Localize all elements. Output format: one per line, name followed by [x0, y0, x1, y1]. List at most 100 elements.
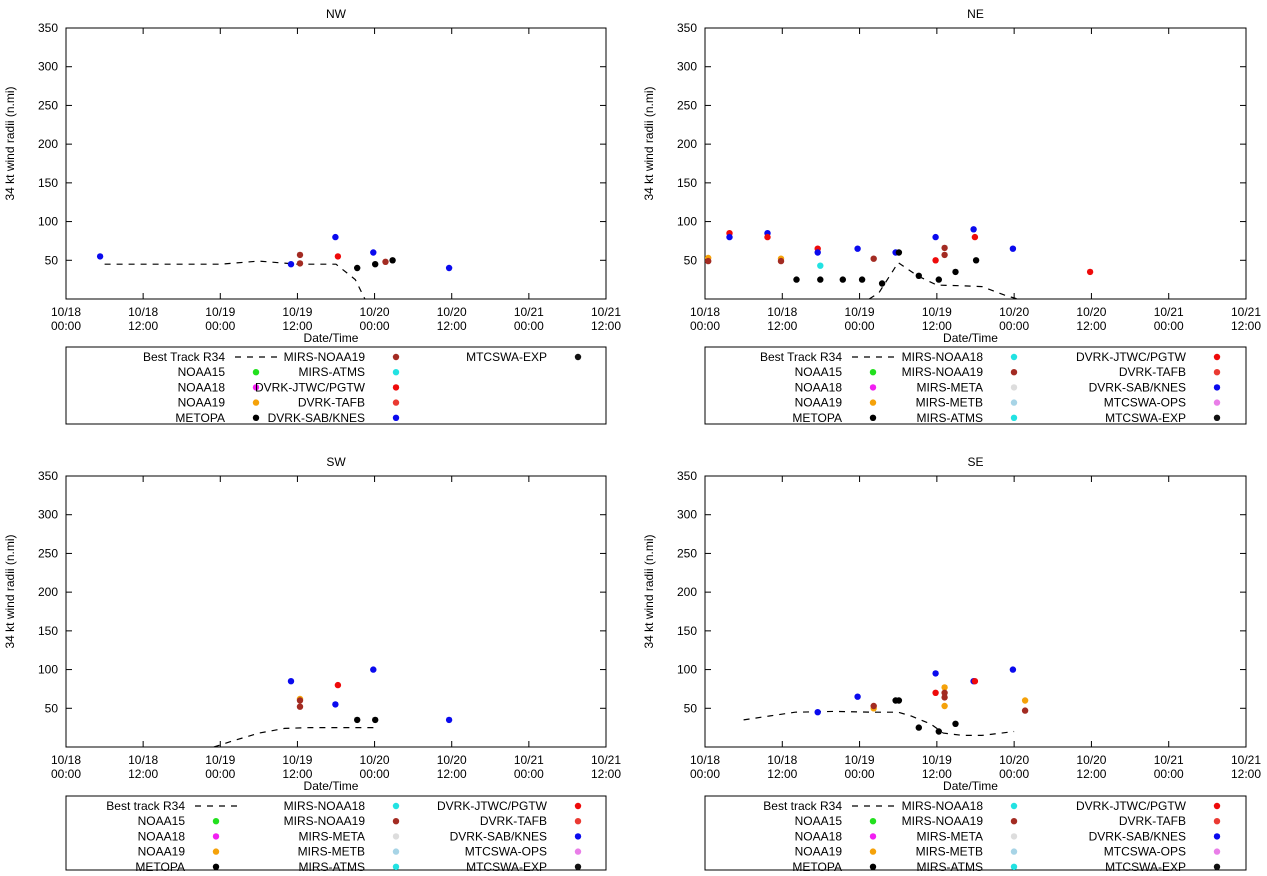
x-tick-label: 10/19 — [922, 753, 952, 767]
x-tick-label: 10/21 — [514, 305, 544, 319]
legend-label: Best track R34 — [106, 799, 185, 813]
x-tick-label: 12:00 — [437, 767, 467, 781]
plot-frame — [704, 475, 1247, 748]
legend-label: MIRS-ATMS — [917, 411, 983, 425]
data-point-metopa — [817, 276, 824, 283]
legend-swatch-mtcswa-exp — [574, 353, 582, 361]
legend-swatch-mirs-noaa19 — [1010, 818, 1018, 825]
legend-label: MIRS-META — [299, 829, 365, 843]
x-tick-label: 10/21 — [1231, 753, 1261, 767]
legend-box — [704, 346, 1247, 425]
legend-label: DVRK-JTWC/PGTW — [1076, 799, 1187, 813]
data-point-mirs-noaa19 — [941, 244, 948, 252]
legend-label: MTCSWA-OPS — [465, 845, 547, 859]
y-tick-label: 200 — [677, 585, 697, 599]
x-tick-label: 10/19 — [845, 305, 875, 319]
data-point-dvrk-sab-knes — [332, 233, 339, 241]
data-point-dvrk-sab-knes — [287, 678, 295, 685]
x-tick-label: 12:00 — [1231, 767, 1261, 781]
panel-sw: SW5010015020025030035010/1800:0010/1812:… — [3, 455, 621, 874]
data-point-metopa — [952, 268, 959, 276]
legend-label: MTCSWA-OPS — [1104, 396, 1186, 410]
y-tick-label: 100 — [677, 663, 697, 677]
legend-label: DVRK-SAB/KNES — [1089, 380, 1186, 394]
legend-swatch-metopa — [252, 414, 260, 421]
x-tick-label: 10/21 — [591, 305, 621, 319]
x-tick-label: 00:00 — [845, 319, 875, 333]
data-point-dvrk-sab-knes — [287, 261, 295, 268]
legend-label: MTCSWA-EXP — [1105, 860, 1186, 871]
x-tick-label: 00:00 — [205, 767, 235, 781]
x-tick-label: 10/18 — [51, 305, 81, 319]
data-point-mirs-noaa19 — [870, 702, 877, 710]
y-axis-label: 34 kt wind radii (n.mi) — [642, 86, 656, 200]
x-tick-label: 10/20 — [1076, 305, 1106, 319]
legend-box — [704, 795, 1247, 871]
y-tick-label: 100 — [677, 215, 697, 229]
legend-swatch-noaa18 — [869, 384, 877, 391]
x-tick-label: 00:00 — [690, 319, 720, 333]
data-point-noaa19 — [941, 684, 948, 691]
plot-frame — [65, 27, 607, 300]
x-tick-label: 00:00 — [999, 319, 1029, 333]
legend-label: MIRS-NOAA18 — [284, 799, 366, 813]
legend-swatch-mirs-noaa19 — [392, 818, 400, 825]
legend-label: METOPA — [135, 860, 185, 871]
legend-label: MIRS-NOAA19 — [902, 814, 984, 828]
legend-swatch-dvrk-tafb — [1213, 369, 1221, 376]
data-point-dvrk-jtwc-pgtw — [932, 689, 939, 696]
x-tick-label: 00:00 — [1154, 319, 1184, 333]
legend-label: MIRS-ATMS — [299, 860, 365, 871]
legend-swatch-mirs-atms — [392, 863, 400, 870]
legend-label: MIRS-METB — [916, 396, 983, 410]
x-tick-label: 10/18 — [690, 305, 720, 319]
x-axis-label: Date/Time — [943, 331, 998, 345]
chart-title: SW — [326, 455, 346, 469]
x-tick-label: 10/21 — [1231, 305, 1261, 319]
legend-swatch-mirs-noaa19 — [1010, 369, 1018, 376]
legend-swatch-mirs-atms — [1010, 863, 1018, 870]
data-point-dvrk-sab-knes — [970, 226, 977, 233]
legend-swatch-mtcswa-exp — [1213, 863, 1221, 870]
legend-label: DVRK-SAB/KNES — [1089, 829, 1186, 843]
y-tick-label: 350 — [677, 469, 697, 483]
data-point-dvrk-sab-knes — [445, 264, 453, 272]
x-tick-label: 10/19 — [845, 753, 875, 767]
legend-label: Best track R34 — [763, 799, 842, 813]
legend-label: DVRK-TAFB — [298, 396, 365, 410]
legend-swatch-mirs-atms — [392, 369, 400, 376]
x-tick-label: 12:00 — [767, 319, 797, 333]
legend-label: NOAA15 — [178, 365, 226, 379]
legend-swatch-mirs-metb — [1010, 848, 1018, 855]
y-axis-label: 34 kt wind radii (n.mi) — [642, 534, 656, 648]
y-axis-label: 34 kt wind radii (n.mi) — [3, 534, 17, 648]
legend-swatch-mirs-meta — [1010, 384, 1018, 391]
legend-label: NOAA18 — [138, 829, 186, 843]
x-tick-label: 10/20 — [999, 305, 1029, 319]
data-point-dvrk-jtwc-pgtw — [764, 233, 771, 241]
y-tick-label: 100 — [38, 663, 58, 677]
y-tick-label: 200 — [38, 585, 58, 599]
legend-label: NOAA19 — [138, 845, 186, 859]
data-point-dvrk-jtwc-pgtw — [971, 678, 979, 685]
legend-label: DVRK-TAFB — [1119, 814, 1186, 828]
legend-label: DVRK-SAB/KNES — [268, 411, 365, 425]
data-point-mirs-noaa19 — [296, 703, 304, 710]
legend-label: MIRS-NOAA18 — [902, 799, 984, 813]
x-tick-label: 00:00 — [1154, 767, 1184, 781]
data-point-dvrk-jtwc-pgtw — [932, 257, 939, 264]
x-tick-label: 00:00 — [360, 319, 390, 333]
legend-box — [65, 346, 607, 425]
x-tick-label: 10/18 — [51, 753, 81, 767]
legend-swatch-noaa19 — [869, 848, 877, 855]
x-tick-label: 00:00 — [690, 767, 720, 781]
legend-swatch-dvrk-jtwc-pgtw — [1213, 353, 1221, 361]
data-point-metopa — [915, 724, 922, 731]
best-track-line — [743, 710, 1015, 736]
legend-swatch-metopa — [869, 414, 877, 421]
y-tick-label: 250 — [38, 98, 58, 112]
legend-label: METOPA — [792, 411, 842, 425]
data-point-metopa — [354, 264, 361, 272]
legend-swatch-mirs-atms — [1010, 414, 1018, 421]
data-point-dvrk-sab-knes — [854, 693, 861, 700]
